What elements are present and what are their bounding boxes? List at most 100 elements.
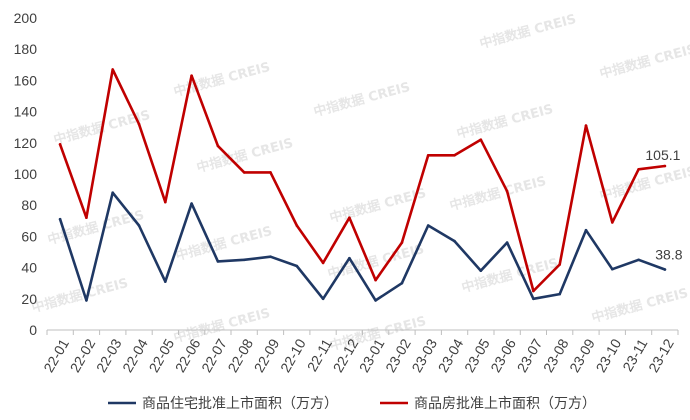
data-point <box>453 239 456 243</box>
y-tick-label: 180 <box>14 41 38 57</box>
series-line-1 <box>58 191 667 302</box>
y-tick-label: 0 <box>29 322 37 338</box>
data-point <box>295 224 299 227</box>
x-tick-label: 22-05 <box>145 336 177 375</box>
data-point <box>190 74 193 77</box>
data-point <box>164 200 167 204</box>
data-point <box>242 171 246 174</box>
x-tick-label: 22-10 <box>277 336 309 375</box>
data-point <box>295 264 299 268</box>
watermark-text: 中指数据 CREIS <box>460 255 560 296</box>
data-point <box>374 299 377 302</box>
data-point <box>85 216 88 219</box>
data-point <box>532 297 535 301</box>
x-tick-label: 23-08 <box>540 336 572 375</box>
data-point <box>479 138 483 141</box>
data-point <box>426 154 430 157</box>
data-point <box>584 124 588 127</box>
data-point <box>479 269 483 273</box>
x-tick-label: 22-01 <box>40 336 72 375</box>
data-point <box>663 268 667 271</box>
data-point <box>137 122 141 126</box>
data-point <box>111 191 114 194</box>
data-point <box>321 297 325 301</box>
data-point <box>584 228 588 232</box>
x-tick-label: 22-07 <box>198 336 230 375</box>
legend-item: 商品房批准上市面积（万方） <box>380 395 596 411</box>
watermark-text: 中指数据 CREIS <box>455 101 555 142</box>
x-tick-label: 23-07 <box>514 336 546 375</box>
data-point <box>611 221 614 224</box>
data-point <box>374 278 377 282</box>
data-point <box>348 256 351 260</box>
legend-item: 商品住宅批准上市面积（万方） <box>108 395 338 411</box>
x-tick-label: 23-06 <box>487 336 519 375</box>
watermark-text: 中指数据 CREIS <box>312 79 412 120</box>
watermark-text: 中指数据 CREIS <box>46 207 146 248</box>
data-point <box>269 255 272 258</box>
x-tick-label: 23-12 <box>645 336 677 375</box>
data-point <box>58 143 62 146</box>
data-point <box>426 224 430 227</box>
y-tick-label: 80 <box>21 197 37 213</box>
plot-series <box>58 68 667 302</box>
data-label: 38.8 <box>655 247 682 263</box>
data-point <box>505 241 509 244</box>
data-point <box>453 154 456 157</box>
watermark-text: 中指数据 CREIS <box>195 135 295 176</box>
y-tick-label: 60 <box>21 228 37 244</box>
data-point <box>558 292 561 296</box>
data-point <box>637 168 640 171</box>
x-tick-label: 23-09 <box>566 336 598 375</box>
legend-label: 商品房批准上市面积（万方） <box>414 395 596 411</box>
watermark-text: 中指数据 CREIS <box>598 41 690 82</box>
data-point <box>400 241 404 244</box>
x-tick-label: 22-03 <box>93 336 125 375</box>
data-point <box>611 267 614 271</box>
data-point <box>400 281 404 285</box>
watermark-text: 中指数据 CREIS <box>478 11 578 52</box>
data-point <box>269 171 272 174</box>
data-point <box>216 144 220 148</box>
legend-label: 商品住宅批准上市面积（万方） <box>142 395 338 411</box>
y-tick-label: 20 <box>21 291 37 307</box>
data-label: 105.1 <box>645 147 680 163</box>
data-point <box>637 258 640 262</box>
data-point <box>505 189 509 193</box>
x-tick-label: 22-02 <box>67 336 99 375</box>
watermark-text: 中指数据 CREIS <box>590 285 690 326</box>
x-tick-label: 22-09 <box>251 336 283 375</box>
data-point <box>216 260 220 263</box>
watermark-text: 中指数据 CREIS <box>448 173 548 214</box>
data-point <box>663 164 667 168</box>
y-tick-label: 160 <box>14 72 38 88</box>
series-line-2 <box>58 68 667 293</box>
data-point <box>348 216 351 219</box>
data-point <box>111 68 114 71</box>
data-labels: 105.1 38.8 <box>645 147 682 263</box>
y-axis: 0 20 40 60 80 100 120 140 160 180 200 <box>14 10 38 338</box>
data-point <box>190 202 193 205</box>
data-point <box>321 261 325 265</box>
data-point <box>164 280 167 283</box>
watermark-layer: 中指数据 CREIS 中指数据 CREIS 中指数据 CREIS 中指数据 CREIS… <box>30 11 690 354</box>
data-point <box>242 258 246 262</box>
x-tick-label: 23-02 <box>382 336 414 375</box>
legend: 商品住宅批准上市面积（万方） 商品房批准上市面积（万方） <box>108 395 596 411</box>
x-tick-label: 23-03 <box>408 336 440 375</box>
x-tick-label: 23-10 <box>592 336 624 375</box>
y-tick-label: 140 <box>14 104 38 120</box>
x-tick-label: 22-04 <box>119 336 151 375</box>
data-point <box>58 217 62 221</box>
data-point <box>85 299 88 302</box>
y-tick-label: 200 <box>14 10 38 26</box>
x-tick-label: 23-04 <box>435 336 467 375</box>
y-tick-label: 120 <box>14 135 38 151</box>
data-point <box>558 263 561 266</box>
x-tick-label: 22-08 <box>224 336 256 375</box>
data-point <box>137 224 141 227</box>
y-tick-label: 40 <box>21 260 37 276</box>
y-tick-label: 100 <box>14 166 38 182</box>
